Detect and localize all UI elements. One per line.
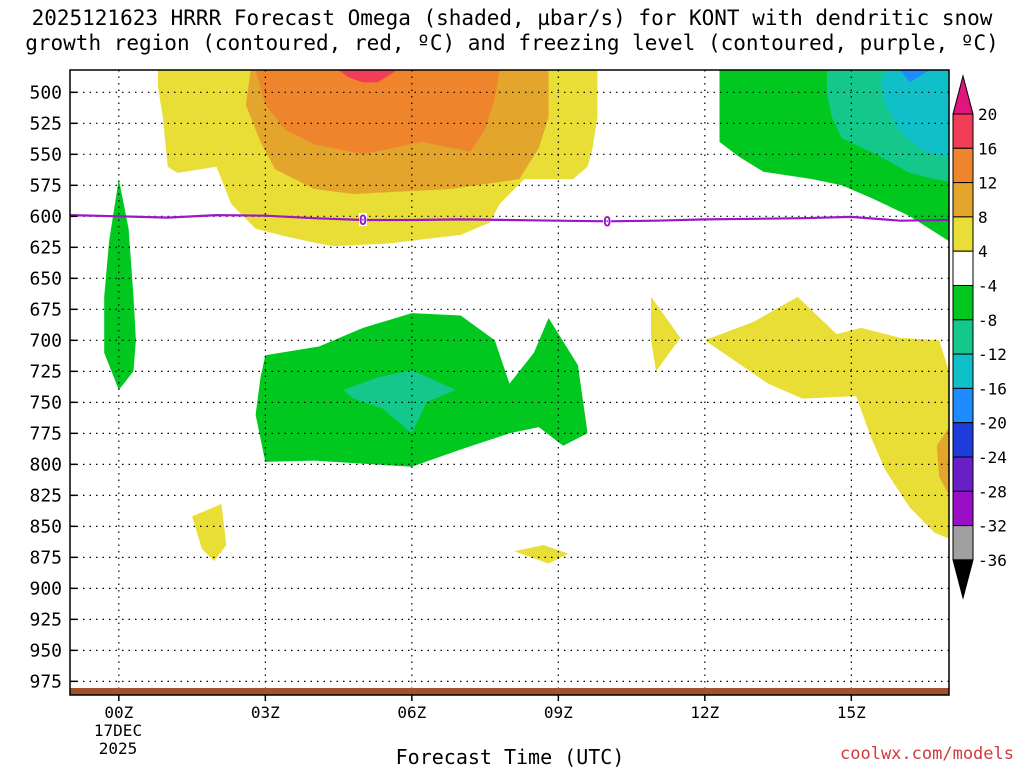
freezing-label-bg	[359, 213, 367, 227]
y-tick-label: 950	[29, 640, 62, 661]
y-tick-label: 650	[29, 268, 62, 289]
y-tick-label: 825	[29, 485, 62, 506]
colorbar-label: -24	[978, 448, 1007, 467]
colorbar-label: 12	[978, 174, 997, 193]
colorbar-bottom-arrow	[952, 559, 974, 600]
plot-frame	[69, 69, 950, 696]
y-tick-label: 850	[29, 516, 62, 537]
y-tick-label: 875	[29, 547, 62, 568]
chart-title-line2: growth region (contoured, red, ºC) and f…	[25, 31, 999, 55]
y-tick-label: 750	[29, 392, 62, 413]
x-axis: 00Z 03Z 06Z 09Z 12Z 15Z	[104, 695, 866, 722]
y-tick-label: 550	[29, 144, 62, 165]
y-tick-label: 625	[29, 237, 62, 258]
x-tick-label: 15Z	[837, 703, 866, 722]
freezing-level-line	[70, 213, 949, 223]
colorbar-label: 20	[978, 105, 997, 124]
colorbar-label: -4	[978, 277, 997, 296]
colorbar-band	[952, 250, 974, 286]
colorbar-top-arrow	[952, 74, 974, 115]
colorbar-band	[952, 387, 974, 424]
omega-region-orange-right-edge	[936, 427, 949, 496]
date-label-line2: 2025	[99, 739, 138, 758]
colorbar-label: 16	[978, 139, 997, 158]
colorbar-band	[952, 216, 974, 252]
colorbar-band	[952, 182, 974, 218]
omega-region-upper-orange-12to16	[255, 70, 500, 155]
colorbar-label: -32	[978, 517, 1007, 536]
colorbar-label: 8	[978, 208, 988, 227]
colorbar-label: 4	[978, 242, 988, 261]
y-tick-label: 600	[29, 206, 62, 227]
colorbar-label: -12	[978, 345, 1007, 364]
credit-text: coolwx.com/models	[840, 744, 1014, 764]
omega-region-yellow-blob-09z	[514, 545, 569, 564]
omega-region-upper-right-cyan	[880, 70, 949, 157]
colorbar-band	[952, 422, 974, 458]
chart-title: 2025121623 HRRR Forecast Omega (shaded, …	[0, 6, 1024, 56]
y-tick-label: 925	[29, 609, 62, 630]
colorbar-band	[952, 525, 974, 561]
freezing-level-label: 0	[603, 214, 611, 230]
omega-region-left-green-spike	[104, 179, 136, 390]
grid-lines	[70, 70, 949, 695]
colorbar-band	[952, 353, 974, 389]
colorbar-band	[952, 285, 974, 321]
colorbar-band	[952, 319, 974, 355]
omega-region-upper-right-blue	[900, 70, 930, 83]
freezing-label-bg	[603, 214, 612, 228]
colorbar-band	[952, 456, 974, 492]
colorbar-band	[952, 147, 974, 184]
colorbar-label: -20	[978, 414, 1007, 433]
x-tick-label: 00Z	[104, 703, 133, 722]
y-tick-label: 525	[29, 113, 62, 134]
colorbar-label: -36	[978, 551, 1007, 570]
colorbar: 20 16 12 8 4 -4 -8 -12 -16 -20 -24 -28 -32 -36	[952, 74, 1007, 600]
surface-bar	[70, 688, 949, 695]
omega-shading	[104, 70, 949, 564]
y-tick-label: 575	[29, 175, 62, 196]
y-tick-label: 775	[29, 423, 62, 444]
x-tick-label: 03Z	[251, 703, 280, 722]
surface-ground	[70, 688, 949, 695]
x-tick-label: 06Z	[397, 703, 426, 722]
colorbar-band	[952, 113, 974, 149]
omega-region-yellow-11z	[651, 296, 681, 372]
y-tick-label: 725	[29, 361, 62, 382]
colorbar-label: -28	[978, 482, 1007, 501]
y-tick-label: 675	[29, 299, 62, 320]
freezing-level-label: 0	[359, 213, 367, 229]
y-tick-label: 975	[29, 671, 62, 692]
y-tick-label: 900	[29, 578, 62, 599]
omega-region-yellow-blob-02z	[192, 504, 227, 562]
omega-region-middle-teal	[343, 370, 456, 434]
y-tick-label: 700	[29, 330, 62, 351]
colorbar-label: -8	[978, 311, 997, 330]
colorbar-label: -16	[978, 379, 1007, 398]
y-tick-label: 500	[29, 82, 62, 103]
colorbar-band	[952, 490, 974, 527]
date-label-line1: 17DEC	[94, 721, 142, 740]
chart-title-line1: 2025121623 HRRR Forecast Omega (shaded, …	[31, 6, 993, 30]
omega-region-yellow-right	[704, 296, 949, 539]
x-tick-label: 12Z	[690, 703, 719, 722]
y-tick-label: 800	[29, 454, 62, 475]
x-tick-label: 09Z	[544, 703, 573, 722]
y-axis: 500 525 550 575 600 625 650 675 700 725 750 775 800 8…	[29, 82, 77, 692]
omega-region-upper-red-16to20	[338, 70, 398, 83]
x-axis-label: Forecast Time (UTC)	[396, 745, 625, 768]
